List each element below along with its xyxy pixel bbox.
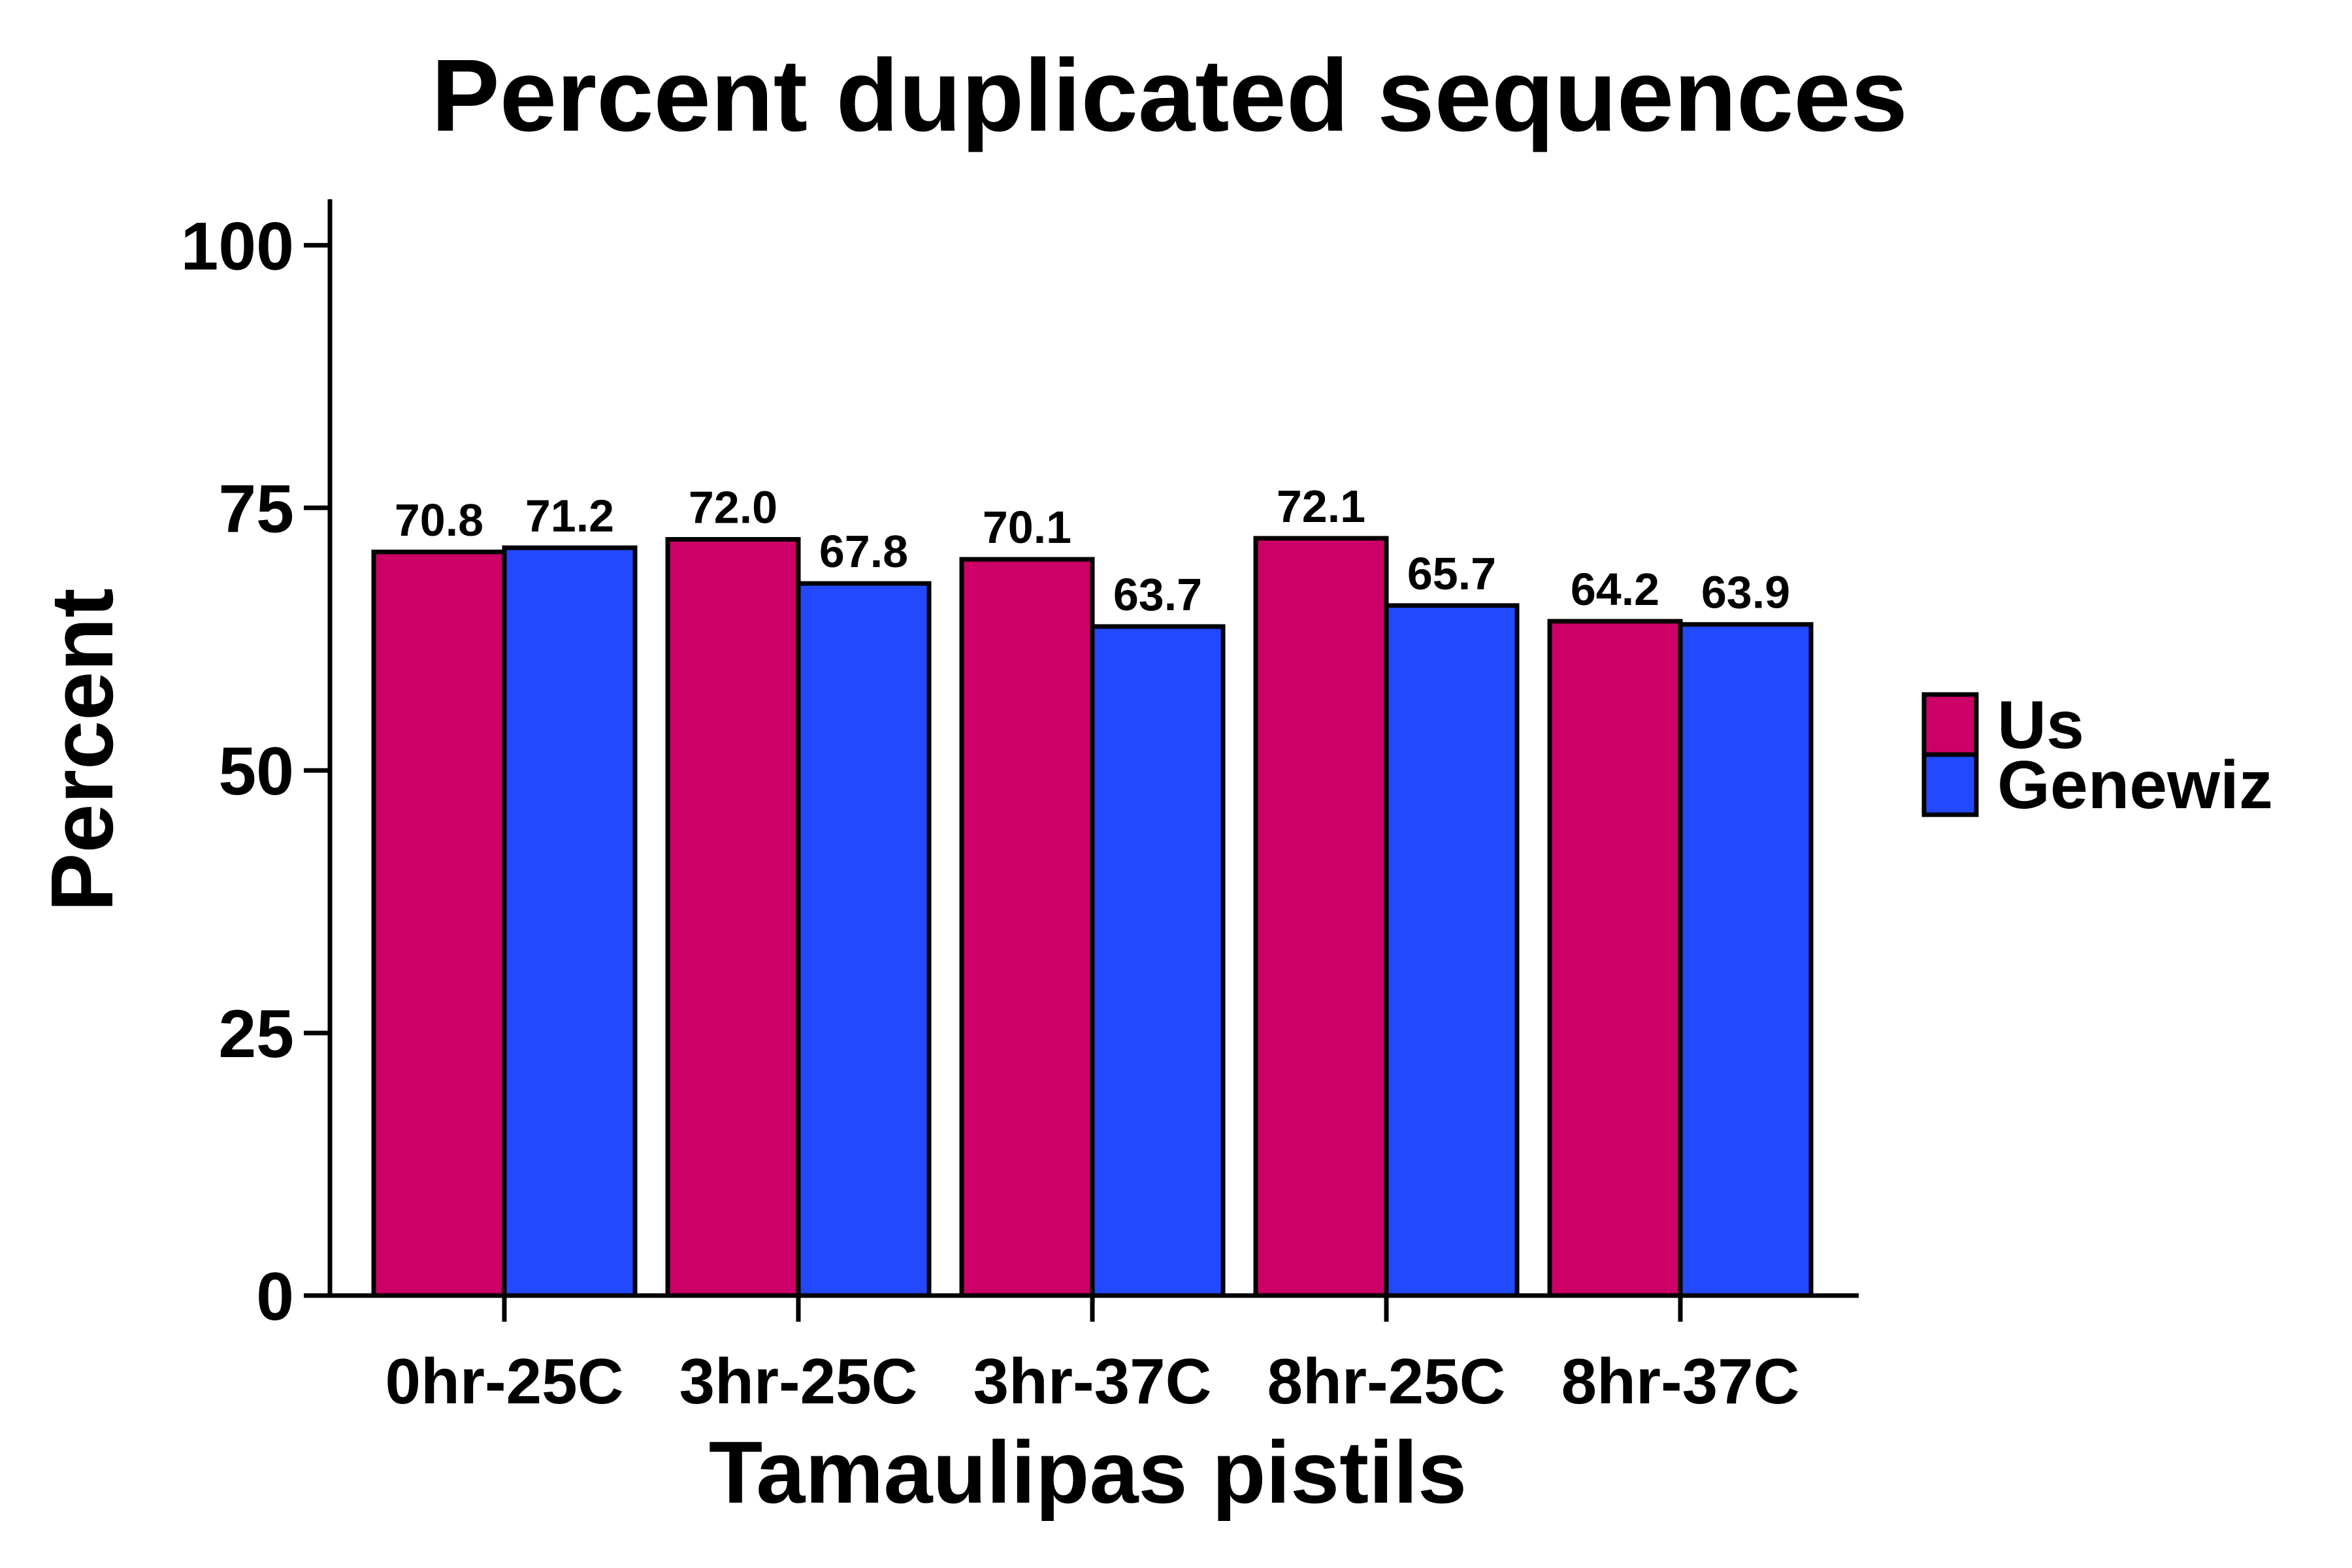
y-tick-label: 25 [218,996,294,1072]
data-label: 63.7 [1113,569,1202,620]
y-tick-label: 50 [218,734,294,809]
x-axis: 0hr-25C 3hr-25C 3hr-37C 8hr-25C 8hr-37C [327,1293,1859,1417]
chart-title: Percent duplicated sequences [431,39,1908,153]
data-label: 72.1 [1277,481,1365,532]
bar-genewiz-8hr-25C [1384,603,1520,1298]
legend-label-genewiz: Genewiz [1997,747,2273,823]
y-tick-label: 100 [180,208,294,284]
data-label: 71.2 [525,490,614,541]
bar-genewiz-3hr-37C [1090,624,1226,1298]
x-tick-label: 8hr-25C [1267,1345,1506,1417]
x-tick-label: 3hr-37C [973,1345,1212,1417]
x-tick-label: 8hr-37C [1561,1345,1800,1417]
y-axis-title: Percent [33,588,131,911]
bar-genewiz-0hr-25C [502,545,638,1298]
data-labels: 70.8 71.2 72.0 67.8 70.1 63.7 72.1 65.7 64.2 63.9 [395,481,1790,620]
y-axis: 0 25 50 75 100 [180,199,333,1335]
bar-us-3hr-37C [959,557,1095,1298]
bar-us-3hr-25C [665,537,801,1298]
bar-us-0hr-25C [371,549,507,1298]
bar-us-8hr-25C [1253,536,1389,1298]
x-tick-label: 0hr-25C [385,1345,624,1417]
data-label: 65.7 [1407,548,1496,599]
bar-us-8hr-37C [1547,619,1683,1298]
data-label: 72.0 [689,482,777,533]
data-label: 70.1 [983,502,1071,553]
x-tick-label: 3hr-25C [679,1345,918,1417]
legend-swatch-us [1921,692,1979,757]
data-label: 67.8 [819,526,908,577]
data-label: 70.8 [395,495,483,546]
data-label: 64.2 [1571,564,1659,615]
data-label: 63.9 [1701,567,1790,618]
y-tick-label: 75 [218,471,294,547]
legend-swatch-genewiz [1921,752,1979,817]
bars [371,536,1814,1298]
legend-label-us: Us [1997,687,2084,763]
x-axis-title: Tamaulipas pistils [709,1423,1467,1522]
y-tick-label: 0 [256,1259,294,1335]
bar-genewiz-3hr-25C [796,581,932,1298]
bar-genewiz-8hr-37C [1678,622,1814,1298]
